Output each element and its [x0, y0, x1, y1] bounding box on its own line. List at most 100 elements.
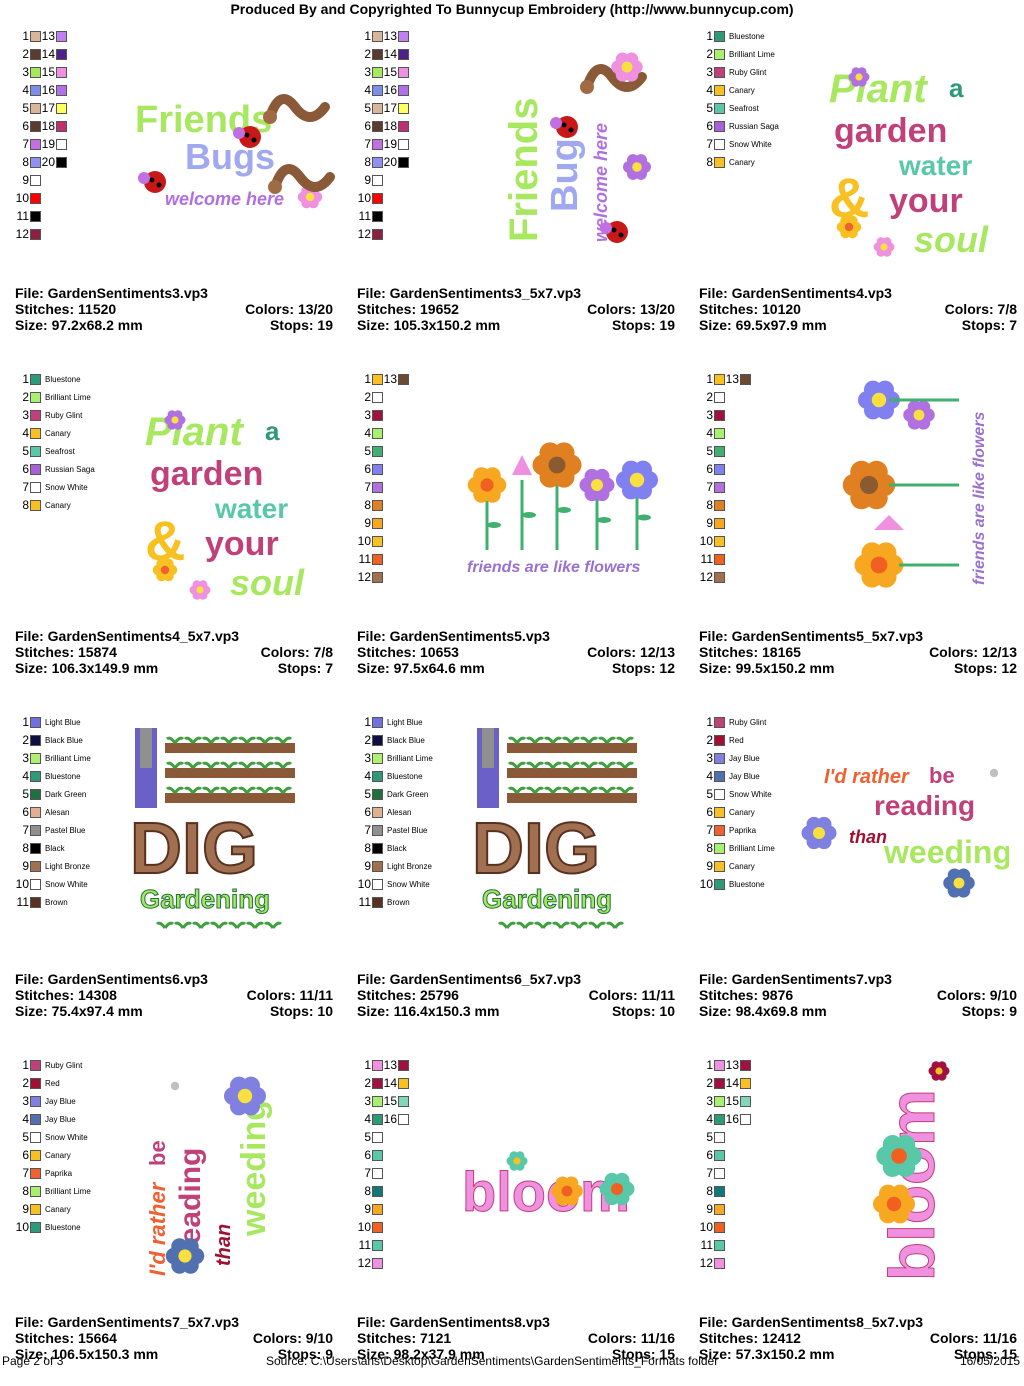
- swatch-number: 5: [706, 787, 713, 801]
- design-card: 1 Light Blue 2 Black Blue 3 Brilliant Li…: [15, 713, 345, 1043]
- swatch-color: [714, 1257, 725, 1269]
- swatch-color: [372, 138, 383, 150]
- swatch-color: [30, 1131, 41, 1143]
- swatch-color: [372, 1239, 383, 1251]
- swatch-color: [30, 192, 41, 204]
- swatch-color: [30, 788, 41, 800]
- swatch-thread-name: Canary: [729, 157, 755, 167]
- color-swatch: 3 Brilliant Lime: [15, 749, 90, 767]
- swatch-number: 4: [22, 769, 29, 783]
- color-swatch: 10 Bluestone: [15, 1218, 91, 1236]
- design-card: 1 2 3 4 5 6: [357, 27, 687, 357]
- swatch-number: 3: [364, 408, 371, 422]
- design-preview: Friends Bugs welcome here: [135, 87, 335, 227]
- color-swatch: 6 Alesan: [15, 803, 91, 821]
- color-swatch: 2 Brilliant Lime: [15, 388, 95, 406]
- color-swatch: 12: [699, 1254, 725, 1272]
- art-text-soul: soul: [914, 219, 989, 260]
- flower-icon: [842, 460, 896, 510]
- swatch-number: 18: [383, 119, 397, 133]
- swatch-color: [398, 66, 409, 78]
- swatch-number: 14: [725, 1076, 739, 1090]
- swatch-color: [56, 30, 67, 42]
- swatch-number: 8: [22, 155, 29, 169]
- page-header: Produced By and Copyrighted To Bunnycup …: [230, 1, 794, 17]
- design-artwork: friends are like flowers: [467, 442, 658, 576]
- design-info: File: GardenSentiments8.vp3 Stitches: 71…: [357, 1314, 675, 1362]
- swatch-color: [30, 210, 41, 222]
- color-swatch: 1 Light Blue: [15, 713, 91, 731]
- color-swatch-list: 1 2 3 4 5 6: [357, 370, 409, 586]
- swatch-color: [714, 1131, 725, 1143]
- swatch-thread-name: Ruby Glint: [45, 410, 83, 420]
- swatch-color: [30, 1095, 41, 1107]
- swatch-thread-name: Jay Blue: [729, 753, 760, 763]
- swatch-thread-name: Brilliant Lime: [45, 1186, 91, 1196]
- swatch-color: [372, 174, 383, 186]
- swatch-color: [714, 860, 725, 872]
- swatch-color: [30, 1059, 41, 1071]
- swatch-number: 19: [383, 137, 397, 151]
- color-swatch: 11 Brown: [357, 893, 433, 911]
- color-swatch: 10 Bluestone: [699, 875, 775, 893]
- swatch-thread-name: Brilliant Lime: [45, 392, 91, 402]
- design-artwork: bloom: [462, 1151, 635, 1224]
- color-swatch: 9: [357, 514, 383, 532]
- color-swatch: 6 Russian Saga: [699, 117, 779, 135]
- swatch-color: [714, 571, 725, 583]
- colors-line: Colors: 11/16: [587, 1330, 675, 1346]
- swatch-color: [372, 1257, 383, 1269]
- color-swatch: 10: [357, 1218, 383, 1236]
- swatch-color: [30, 896, 41, 908]
- color-swatch: 9 Canary: [15, 1200, 91, 1218]
- color-swatch: 9: [357, 1200, 383, 1218]
- swatch-color: [30, 752, 41, 764]
- color-swatch: 5 Snow White: [699, 785, 775, 803]
- swatch-thread-name: Brown: [45, 897, 68, 907]
- swatch-color: [372, 1131, 383, 1143]
- size-line: Size: 99.5x150.2 mm: [699, 660, 835, 676]
- swatch-number: 5: [706, 1130, 713, 1144]
- swatch-number: 9: [22, 173, 29, 187]
- colors-line: Colors: 11/16: [929, 1330, 1017, 1346]
- color-swatch: 10: [699, 1218, 725, 1236]
- swatch-number: 2: [706, 1076, 713, 1090]
- color-swatch: 11: [15, 207, 41, 225]
- file-line: File: GardenSentiments7.vp3: [699, 971, 892, 987]
- swatch-color: [714, 84, 725, 96]
- color-swatch: 4: [357, 424, 383, 442]
- design-card: 1 Bluestone 2 Brilliant Lime 3 Ruby Glin…: [15, 370, 345, 700]
- art-text-gardening: Gardening: [140, 884, 270, 914]
- swatch-number: 1: [364, 715, 371, 729]
- file-line: File: GardenSentiments3_5x7.vp3: [357, 285, 582, 301]
- swatch-number: 3: [364, 751, 371, 765]
- color-swatch: 8 Black: [357, 839, 433, 857]
- swatch-number: 3: [22, 1094, 29, 1108]
- swatch-thread-name: Jay Blue: [729, 771, 760, 781]
- color-swatch: 13: [383, 1056, 409, 1074]
- swatch-number: 12: [357, 227, 371, 241]
- swatch-number: 2: [22, 1076, 29, 1090]
- swatch-number: 1: [364, 1058, 371, 1072]
- color-swatch: 20: [41, 153, 67, 171]
- color-swatch: 4 Bluestone: [15, 767, 91, 785]
- swatch-color: [714, 1239, 725, 1251]
- swatch-color: [714, 1167, 725, 1179]
- swatch-thread-name: Canary: [45, 1204, 71, 1214]
- swatch-number: 10: [357, 877, 371, 891]
- swatch-number: 4: [364, 769, 371, 783]
- file-line: File: GardenSentiments5_5x7.vp3: [699, 628, 924, 644]
- color-swatch: 4: [699, 1110, 725, 1128]
- swatch-thread-name: Black Blue: [387, 735, 425, 745]
- swatch-number: 8: [706, 498, 713, 512]
- swatch-number: 5: [22, 101, 29, 115]
- color-swatch: 14: [383, 1074, 409, 1092]
- color-swatch: 1: [699, 370, 725, 388]
- color-swatch: 19: [41, 135, 67, 153]
- color-swatch: 1: [357, 1056, 383, 1074]
- ladybug-icon: [233, 126, 261, 148]
- swatch-color: [372, 553, 383, 565]
- color-swatch: 8: [357, 496, 383, 514]
- swatch-number: 1: [364, 29, 371, 43]
- design-preview: I'd rather be reading than weeding: [799, 753, 1009, 913]
